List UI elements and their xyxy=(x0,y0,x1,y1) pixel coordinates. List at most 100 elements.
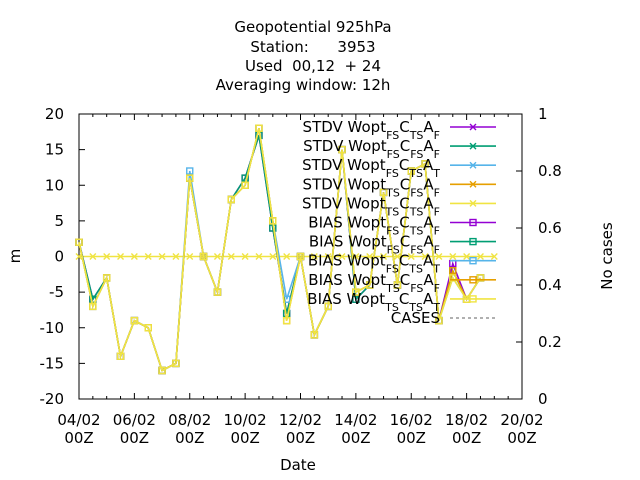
data-point xyxy=(186,174,194,182)
legend-sample-marker xyxy=(469,237,477,246)
data-point xyxy=(117,253,125,260)
legend-sample-marker xyxy=(469,257,477,265)
data-point xyxy=(463,253,471,260)
data-point xyxy=(172,253,180,260)
legend-label: STDV WoptTSCTSAF xyxy=(302,194,440,218)
data-point xyxy=(158,366,166,375)
data-point xyxy=(269,217,277,225)
x-tick-label: 12/02 00Z xyxy=(279,411,322,447)
title-line-2: Station: 3953 xyxy=(250,38,375,56)
y2-axis-label: No cases xyxy=(598,222,616,290)
data-point xyxy=(310,253,318,260)
data-point xyxy=(476,274,485,282)
x-tick-label: 18/02 00Z xyxy=(445,411,488,447)
data-point xyxy=(269,253,277,260)
axes: -20 -15 -10 -5 0 5 10 15 20 0 0.2 0.4 0.6 0.8 1 04/02 00… xyxy=(40,105,562,447)
data-point xyxy=(241,181,249,189)
y2-tick-label: 0.8 xyxy=(538,162,562,180)
data-point xyxy=(227,195,235,204)
title-line-1: Geopotential 925hPa xyxy=(234,18,391,36)
y-tick-label: -5 xyxy=(49,283,64,301)
legend-entry-8: BIAS WoptTSCFSAF xyxy=(308,271,496,295)
y2-tick-label: 0.2 xyxy=(538,333,562,351)
legend-sample-marker xyxy=(469,295,477,303)
x-tick-label: 10/02 00Z xyxy=(224,411,267,447)
y-tick-label: 20 xyxy=(45,105,64,123)
legend-sample-marker xyxy=(469,276,477,284)
data-point xyxy=(186,253,194,260)
data-point xyxy=(435,316,443,325)
legend-entry-7: BIAS WoptFSCTSAT xyxy=(308,252,496,276)
data-point xyxy=(407,253,415,260)
legend-entry-2: STDV WoptFSCTSAT xyxy=(302,156,496,180)
data-point xyxy=(421,160,429,168)
legend-label: BIAS WoptFSCTSAT xyxy=(308,252,440,276)
data-point xyxy=(407,167,415,175)
legend-entry-3: STDV WoptTSCFSAF xyxy=(303,175,496,199)
y-tick-label: -20 xyxy=(40,390,65,408)
legend-label: STDV WoptFSCFSAF xyxy=(303,137,440,161)
x-axis-label: Date xyxy=(280,456,316,474)
data-point xyxy=(352,295,360,303)
data-point xyxy=(199,252,208,261)
data-point xyxy=(89,302,97,311)
data-point xyxy=(352,253,360,260)
data-point xyxy=(144,324,152,332)
data-point xyxy=(213,288,222,296)
data-point xyxy=(490,253,498,260)
data-point xyxy=(130,253,138,260)
data-point xyxy=(476,253,484,260)
data-point xyxy=(172,359,180,368)
legend-label: BIAS WoptFSCTSAF xyxy=(308,214,440,238)
legend-label: STDV WoptFSCTSAT xyxy=(302,156,440,180)
x-tick-label: 06/02 00Z xyxy=(113,411,156,447)
x-tick-label: 16/02 00Z xyxy=(390,411,433,447)
data-point xyxy=(158,253,166,260)
data-point xyxy=(366,281,374,289)
data-point xyxy=(283,253,291,260)
chart-title: Geopotential 925hPa Station: 3953 Used 0… xyxy=(216,18,392,94)
data-point xyxy=(421,253,429,260)
series-9 xyxy=(75,124,485,375)
data-point xyxy=(255,253,263,260)
legend-entry-5: BIAS WoptFSCTSAF xyxy=(308,214,496,238)
y-tick-label: -10 xyxy=(40,319,65,337)
legend-entry-0: STDV WoptFSCTSAF xyxy=(303,118,496,142)
data-point xyxy=(186,167,194,175)
legend-entry-9: BIAS WoptTSCTSAT xyxy=(307,290,496,313)
title-line-4: Averaging window: 12h xyxy=(216,76,391,94)
legend-entry-6: BIAS WoptFSCFSAF xyxy=(309,233,496,257)
legend-sample-marker xyxy=(469,218,477,227)
data-point xyxy=(227,253,235,260)
data-point xyxy=(449,253,457,260)
y-tick-label: 15 xyxy=(45,141,64,159)
y-tick-label: -15 xyxy=(40,354,65,372)
legend-label: BIAS WoptFSCFSAF xyxy=(309,233,440,257)
data-point xyxy=(310,331,319,339)
data-point xyxy=(282,316,291,325)
data-point xyxy=(296,252,305,261)
data-point xyxy=(366,253,374,260)
data-point xyxy=(352,288,360,296)
series-4 xyxy=(75,253,498,260)
legend-entry-1: STDV WoptFSCFSAF xyxy=(303,137,496,161)
legend-entry-10: CASES xyxy=(391,309,496,327)
legend-sample-marker xyxy=(469,161,477,169)
y-tick-label: 0 xyxy=(54,248,64,266)
data-point xyxy=(380,253,388,260)
x-tick-label: 04/02 00Z xyxy=(57,411,100,447)
data-point xyxy=(393,253,401,260)
legend-label: STDV WoptFSCTSAF xyxy=(303,118,440,142)
series-layer xyxy=(75,124,498,375)
title-line-3: Used 00,12 + 24 xyxy=(245,57,381,75)
data-point xyxy=(324,302,332,311)
legend-label: BIAS WoptTSCFSAF xyxy=(308,271,440,295)
legend-sample-marker xyxy=(469,180,477,188)
legend-label: STDV WoptTSCFSAF xyxy=(303,175,440,199)
data-point xyxy=(435,253,443,260)
data-point xyxy=(449,267,457,275)
data-point xyxy=(102,274,111,282)
x-tick-label: 14/02 00Z xyxy=(334,411,377,447)
data-point xyxy=(75,238,83,246)
